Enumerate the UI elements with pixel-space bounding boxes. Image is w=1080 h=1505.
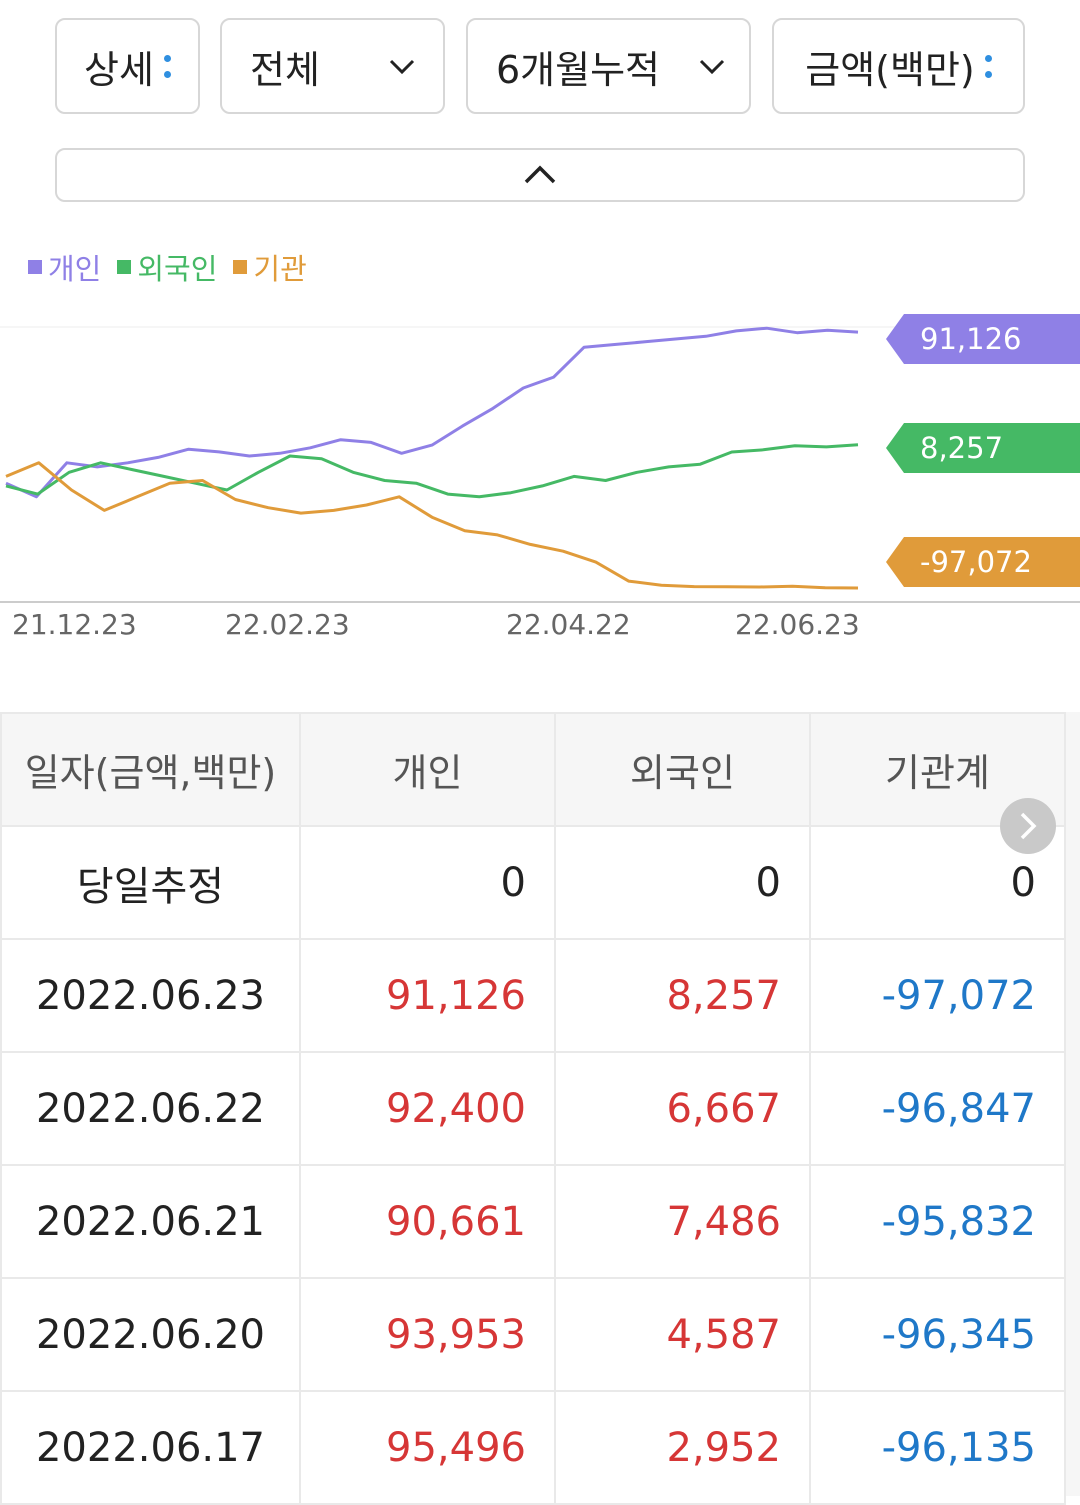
period-select-label: 6개월누적 xyxy=(496,47,661,92)
header-institution[interactable]: 기관계 xyxy=(809,712,1066,827)
table-row[interactable]: 2022.06.21 90,661 7,486 -95,832 xyxy=(0,1164,1066,1279)
unit-menu-button[interactable]: 금액(백만) xyxy=(772,18,1025,114)
cell-individual: 92,400 xyxy=(299,1051,556,1166)
legend-label-individual: 개인 xyxy=(48,252,102,286)
table-row[interactable]: 2022.06.22 92,400 6,667 -96,847 xyxy=(0,1051,1066,1166)
cell-foreign: 6,667 xyxy=(554,1051,811,1166)
more-dots-icon xyxy=(984,54,992,78)
cell-foreign: 0 xyxy=(554,825,811,940)
x-tick-label: 22.04.22 xyxy=(506,608,631,641)
end-label-foreign: 8,257 xyxy=(886,423,1080,473)
legend-individual[interactable]: 개인 xyxy=(28,246,101,288)
legend-swatch-foreign xyxy=(117,260,132,274)
investor-table: 일자(금액,백만) 개인 외국인 기관계 당일추정 0 0 0 2022.06.… xyxy=(0,712,1066,1505)
unit-menu-label: 금액(백만) xyxy=(805,47,975,92)
cell-date: 2022.06.17 xyxy=(0,1390,301,1505)
cell-individual: 90,661 xyxy=(299,1164,556,1279)
today-estimate-label: 당일추정 xyxy=(0,825,301,940)
table-row[interactable]: 2022.06.20 93,953 4,587 -96,345 xyxy=(0,1277,1066,1392)
cell-individual: 0 xyxy=(299,825,556,940)
cell-individual: 93,953 xyxy=(299,1277,556,1392)
cell-institution: -96,345 xyxy=(809,1277,1066,1392)
cell-foreign: 8,257 xyxy=(554,938,811,1053)
x-tick-label: 21.12.23 xyxy=(12,608,137,641)
cell-foreign: 4,587 xyxy=(554,1277,811,1392)
table-row[interactable]: 2022.06.23 91,126 8,257 -97,072 xyxy=(0,938,1066,1053)
header-foreign[interactable]: 외국인 xyxy=(554,712,811,827)
legend-institution[interactable]: 기관 xyxy=(233,246,307,288)
detail-menu-label: 상세 xyxy=(84,47,154,92)
scroll-right-button[interactable] xyxy=(1000,798,1056,854)
end-label-individual: 91,126 xyxy=(886,314,1080,364)
chevron-up-icon xyxy=(524,165,556,184)
period-select[interactable]: 6개월누적 xyxy=(466,18,751,114)
cell-institution: -97,072 xyxy=(809,938,1066,1053)
scope-select-label: 전체 xyxy=(250,47,320,92)
chevron-right-icon xyxy=(1020,812,1037,840)
cell-date: 2022.06.22 xyxy=(0,1051,301,1166)
detail-menu-button[interactable]: 상세 xyxy=(55,18,200,114)
series-line-individual xyxy=(5,326,859,499)
filter-bar: 상세 전체 6개월누적 금액(백만) xyxy=(0,0,1080,130)
cell-individual: 95,496 xyxy=(299,1390,556,1505)
series-line-institution xyxy=(5,461,859,590)
legend-label-foreign: 외국인 xyxy=(137,252,218,286)
legend-swatch-individual xyxy=(28,260,42,274)
legend-swatch-institution xyxy=(233,260,248,274)
legend-foreign[interactable]: 외국인 xyxy=(117,246,217,288)
cell-foreign: 2,952 xyxy=(554,1390,811,1505)
cell-individual: 91,126 xyxy=(299,938,556,1053)
scope-select[interactable]: 전체 xyxy=(220,18,445,114)
cell-date: 2022.06.20 xyxy=(0,1277,301,1392)
header-individual[interactable]: 개인 xyxy=(299,712,556,827)
table-row[interactable]: 2022.06.17 95,496 2,952 -96,135 xyxy=(0,1390,1066,1505)
cell-institution: -95,832 xyxy=(809,1164,1066,1279)
collapse-chart-button[interactable] xyxy=(55,148,1025,202)
end-label-institution: -97,072 xyxy=(886,537,1080,587)
table-header-row: 일자(금액,백만) 개인 외국인 기관계 xyxy=(0,712,1066,827)
x-tick-label: 22.02.23 xyxy=(225,608,350,641)
table-scroll-edge xyxy=(1064,712,1080,1496)
cell-foreign: 7,486 xyxy=(554,1164,811,1279)
more-dots-icon xyxy=(163,54,171,78)
chart-legend: 개인 외국인 기관 xyxy=(28,246,323,288)
header-date[interactable]: 일자(금액,백만) xyxy=(0,712,301,827)
series-line-foreign xyxy=(5,443,859,499)
cell-date: 2022.06.23 xyxy=(0,938,301,1053)
investor-trend-chart xyxy=(0,326,1080,603)
cell-date: 2022.06.21 xyxy=(0,1164,301,1279)
legend-label-institution: 기관 xyxy=(253,252,307,286)
x-tick-label: 22.06.23 xyxy=(735,608,860,641)
chevron-down-icon xyxy=(699,59,725,75)
cell-institution: -96,135 xyxy=(809,1390,1066,1505)
chevron-down-icon xyxy=(389,59,415,75)
table-row-today: 당일추정 0 0 0 xyxy=(0,825,1066,940)
cell-institution: -96,847 xyxy=(809,1051,1066,1166)
